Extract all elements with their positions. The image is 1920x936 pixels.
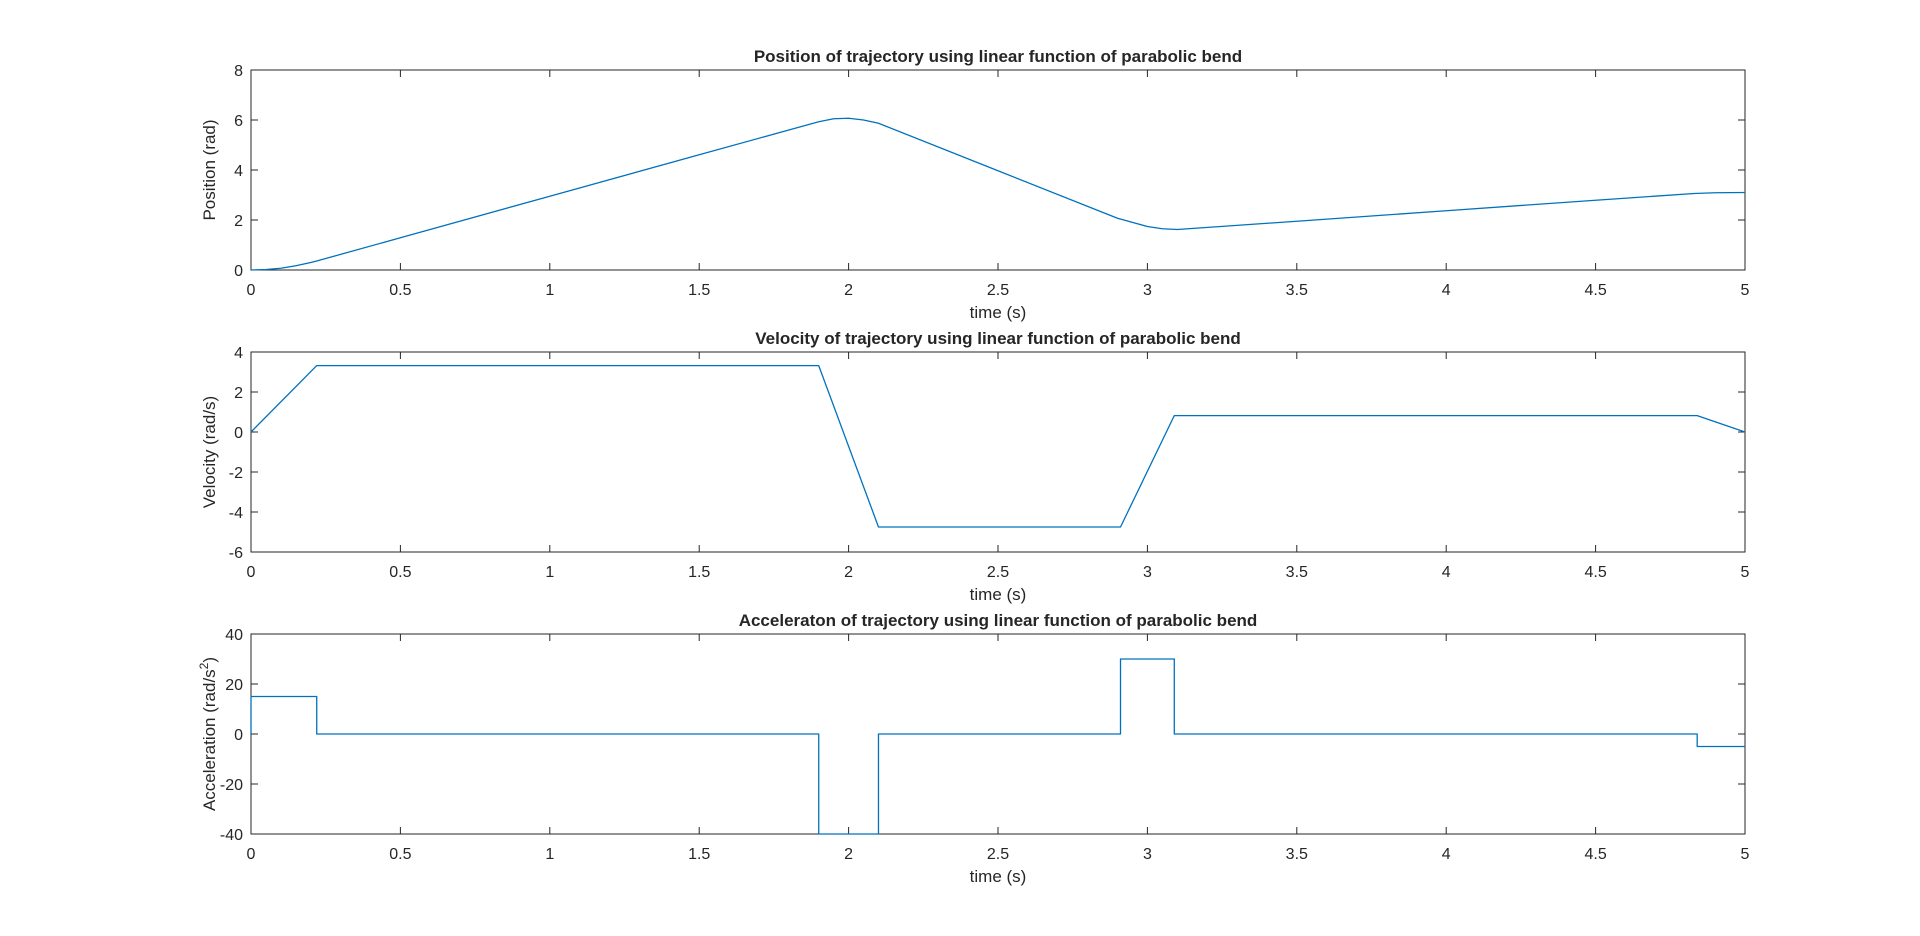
chart-title: Position of trajectory using linear func… bbox=[754, 47, 1242, 66]
x-tick-label: 0 bbox=[247, 564, 256, 581]
y-tick-label: -4 bbox=[229, 505, 243, 522]
chart-title: Velocity of trajectory using linear func… bbox=[755, 329, 1241, 348]
y-tick-label: 2 bbox=[234, 213, 243, 230]
x-tick-label: 4 bbox=[1442, 564, 1451, 581]
x-tick-label: 1.5 bbox=[688, 564, 710, 581]
x-tick-label: 2.5 bbox=[987, 846, 1009, 863]
y-tick-label: 20 bbox=[225, 677, 243, 694]
x-tick-label: 0.5 bbox=[389, 282, 411, 299]
x-tick-label: 3 bbox=[1143, 282, 1152, 299]
x-tick-label: 1 bbox=[545, 846, 554, 863]
x-tick-label: 2 bbox=[844, 282, 853, 299]
y-tick-label: 0 bbox=[234, 727, 243, 744]
x-tick-label: 2.5 bbox=[987, 282, 1009, 299]
x-tick-label: 2 bbox=[844, 846, 853, 863]
series-line bbox=[250, 658, 1745, 835]
y-tick-label: 40 bbox=[225, 627, 243, 644]
y-tick-label: -40 bbox=[220, 827, 243, 844]
x-tick-label: 1 bbox=[545, 564, 554, 581]
x-axis-label: time (s) bbox=[970, 303, 1027, 322]
y-axis-label: Position (rad) bbox=[200, 119, 219, 220]
x-tick-label: 3 bbox=[1143, 846, 1152, 863]
y-tick-label: -20 bbox=[220, 777, 243, 794]
series-line bbox=[250, 364, 1746, 528]
y-tick-label: 0 bbox=[234, 263, 243, 280]
x-tick-label: 5 bbox=[1741, 282, 1750, 299]
y-axis-label: Velocity (rad/s) bbox=[200, 396, 219, 508]
x-tick-label: 1 bbox=[545, 282, 554, 299]
y-tick-label: 6 bbox=[234, 113, 243, 130]
y-axis-label-text: Acceleration (rad/s bbox=[200, 669, 219, 811]
x-tick-label: 5 bbox=[1741, 846, 1750, 863]
x-tick-label: 4.5 bbox=[1584, 564, 1606, 581]
x-tick-label: 1.5 bbox=[688, 846, 710, 863]
y-axis-label: Acceleration (rad/s2) bbox=[197, 657, 219, 811]
x-axis-label: time (s) bbox=[970, 585, 1027, 604]
x-tick-label: 5 bbox=[1741, 564, 1750, 581]
y-tick-label: 4 bbox=[234, 345, 243, 362]
chart-title: Acceleraton of trajectory using linear f… bbox=[739, 611, 1258, 630]
y-tick-label: -2 bbox=[229, 465, 243, 482]
x-tick-label: 0 bbox=[247, 282, 256, 299]
subplot-2: 0 0.5 1 1.5 2 2.5 3 3.5 4 4.5 5 -6 -4 -2 0 2 4 Velocity o… bbox=[200, 329, 1750, 604]
x-axis-label: time (s) bbox=[970, 867, 1027, 886]
x-tick-label: 3.5 bbox=[1286, 846, 1308, 863]
x-tick-label: 4 bbox=[1442, 846, 1451, 863]
axes-box bbox=[250, 69, 1746, 271]
y-tick-label: 2 bbox=[234, 385, 243, 402]
series-line bbox=[250, 117, 1746, 271]
y-axis-label-close: ) bbox=[200, 657, 219, 663]
axes-box bbox=[250, 351, 1746, 553]
x-tick-label: 4 bbox=[1442, 282, 1451, 299]
x-tick-label: 0.5 bbox=[389, 846, 411, 863]
x-tick-label: 3.5 bbox=[1286, 564, 1308, 581]
x-tick-label: 4.5 bbox=[1584, 282, 1606, 299]
x-tick-label: 2.5 bbox=[987, 564, 1009, 581]
x-tick-label: 2 bbox=[844, 564, 853, 581]
y-axis-label-superscript: 2 bbox=[197, 662, 211, 669]
x-tick-label: 1.5 bbox=[688, 282, 710, 299]
y-axis-label-text: Position (rad) bbox=[200, 119, 219, 220]
subplot-3: 0 0.5 1 1.5 2 2.5 3 3.5 4 4.5 5 -40 -20 0 20 40 Accelera… bbox=[197, 611, 1750, 886]
x-tick-label: 3 bbox=[1143, 564, 1152, 581]
x-tick-label: 3.5 bbox=[1286, 282, 1308, 299]
x-tick-label: 0 bbox=[247, 846, 256, 863]
y-tick-label: 0 bbox=[234, 425, 243, 442]
subplot-1: 0 0.5 1 1.5 2 2.5 3 3.5 4 4.5 5 0 2 4 6 8 Position of tr… bbox=[200, 47, 1750, 322]
y-tick-label: 4 bbox=[234, 163, 243, 180]
x-tick-label: 4.5 bbox=[1584, 846, 1606, 863]
y-tick-label: -6 bbox=[229, 545, 243, 562]
y-tick-label: 8 bbox=[234, 63, 243, 80]
x-tick-label: 0.5 bbox=[389, 564, 411, 581]
y-axis-label-text: Velocity (rad/s) bbox=[200, 396, 219, 508]
